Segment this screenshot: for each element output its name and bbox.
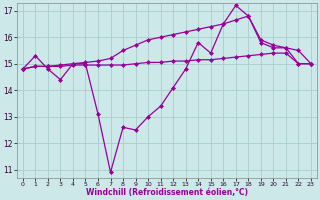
X-axis label: Windchill (Refroidissement éolien,°C): Windchill (Refroidissement éolien,°C) <box>86 188 248 197</box>
